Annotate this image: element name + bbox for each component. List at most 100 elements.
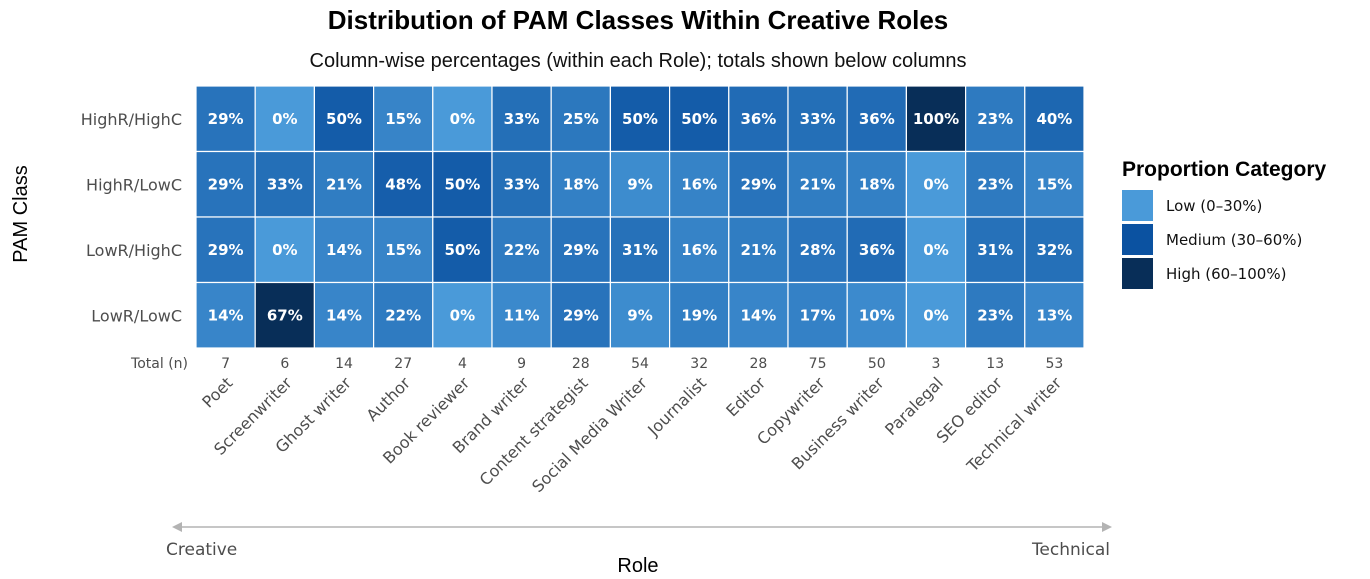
heatmap-cell bbox=[432, 150, 493, 218]
cell-value-label: 67% bbox=[267, 306, 303, 324]
heatmap-cell bbox=[728, 281, 789, 349]
cell-value-label: 50% bbox=[444, 175, 480, 193]
cell-value-label: 31% bbox=[622, 241, 658, 259]
cell-value-label: 9% bbox=[627, 306, 652, 324]
heatmap-cell bbox=[1024, 150, 1085, 218]
cell-value-label: 15% bbox=[1036, 175, 1072, 193]
total-count: 54 bbox=[631, 356, 649, 372]
cell-value-label: 23% bbox=[977, 306, 1013, 324]
cell-value-label: 25% bbox=[563, 110, 599, 128]
heatmap-cell bbox=[195, 85, 256, 153]
cell-value-label: 50% bbox=[681, 110, 717, 128]
heatmap-cell bbox=[846, 150, 908, 218]
heatmap-cell bbox=[905, 150, 967, 218]
heatmap-cell bbox=[846, 85, 908, 153]
cell-value-label: 11% bbox=[504, 306, 540, 324]
total-count: 9 bbox=[517, 356, 526, 372]
cell-value-label: 29% bbox=[208, 241, 244, 259]
cell-value-label: 14% bbox=[326, 241, 362, 259]
heatmap-cell bbox=[313, 150, 375, 218]
heatmap-cell bbox=[195, 281, 256, 349]
cell-value-label: 15% bbox=[385, 110, 421, 128]
heatmap-cell bbox=[491, 281, 552, 349]
legend-swatch bbox=[1122, 224, 1153, 255]
cell-value-label: 0% bbox=[450, 110, 475, 128]
cell-value-label: 18% bbox=[859, 175, 895, 193]
heatmap-cell bbox=[550, 150, 612, 218]
heatmap-cell bbox=[491, 216, 552, 284]
y-tick-label: LowR/LowC bbox=[91, 306, 182, 325]
cell-value-label: 17% bbox=[800, 306, 836, 324]
cell-value-label: 48% bbox=[385, 175, 421, 193]
x-tick-label: Poet bbox=[198, 373, 236, 411]
y-tick-label: HighR/HighC bbox=[81, 110, 182, 129]
x-axis-title: Role bbox=[617, 555, 658, 577]
heatmap-cell bbox=[609, 150, 671, 218]
cell-value-label: 32% bbox=[1036, 241, 1072, 259]
legend-swatch bbox=[1122, 258, 1153, 289]
total-count: 32 bbox=[690, 356, 708, 372]
cell-value-label: 0% bbox=[923, 306, 948, 324]
cell-value-label: 14% bbox=[208, 306, 244, 324]
cell-value-label: 100% bbox=[913, 110, 959, 128]
cell-value-label: 29% bbox=[740, 175, 776, 193]
heatmap-cell bbox=[254, 281, 315, 349]
heatmap-cell bbox=[373, 281, 434, 349]
legend-title: Proportion Category bbox=[1122, 158, 1326, 181]
y-tick-label: HighR/LowC bbox=[86, 175, 182, 194]
cell-value-label: 16% bbox=[681, 241, 717, 259]
heatmap-cell bbox=[846, 216, 908, 284]
creative-technical-arrow bbox=[172, 522, 1112, 532]
cell-value-label: 29% bbox=[563, 306, 599, 324]
cell-value-label: 36% bbox=[859, 241, 895, 259]
heatmap-cell bbox=[491, 150, 552, 218]
cell-value-label: 36% bbox=[859, 110, 895, 128]
heatmap-cell bbox=[846, 281, 908, 349]
heatmap-cell bbox=[728, 85, 789, 153]
cell-value-label: 0% bbox=[923, 175, 948, 193]
cell-value-label: 19% bbox=[681, 306, 717, 324]
legend-swatch bbox=[1122, 190, 1153, 221]
cell-value-label: 21% bbox=[800, 175, 836, 193]
legend-entry-label: High (60–100%) bbox=[1166, 265, 1286, 283]
cell-value-label: 29% bbox=[208, 110, 244, 128]
total-count: 50 bbox=[868, 356, 886, 372]
heatmap-cell bbox=[728, 216, 789, 284]
total-count: 14 bbox=[335, 356, 353, 372]
cell-value-label: 22% bbox=[504, 241, 540, 259]
cell-value-label: 21% bbox=[326, 175, 362, 193]
total-count: 53 bbox=[1045, 356, 1063, 372]
arrow-head-right bbox=[1102, 522, 1112, 532]
cell-value-label: 33% bbox=[267, 175, 303, 193]
heatmap-cell bbox=[905, 216, 967, 284]
y-axis-title: PAM Class bbox=[10, 165, 32, 262]
axis-endpoint-technical: Technical bbox=[1031, 540, 1110, 560]
cell-value-label: 22% bbox=[385, 306, 421, 324]
cell-value-label: 23% bbox=[977, 110, 1013, 128]
cell-value-label: 50% bbox=[444, 241, 480, 259]
total-count: 13 bbox=[986, 356, 1004, 372]
cell-value-label: 29% bbox=[563, 241, 599, 259]
heatmap-cell bbox=[1024, 216, 1085, 284]
heatmap-cell bbox=[1024, 281, 1085, 349]
cell-value-label: 31% bbox=[977, 241, 1013, 259]
cell-value-label: 18% bbox=[563, 175, 599, 193]
x-tick-label: Journalist bbox=[643, 373, 710, 440]
chart-title: Distribution of PAM Classes Within Creat… bbox=[328, 5, 949, 35]
x-tick-label: Content strategist bbox=[476, 373, 592, 489]
heatmap-cell bbox=[609, 85, 671, 153]
heatmap-cells: 29% 0% 50% 15% 0% 33% 25% 50% 50% 36% 33% 36% 100% 23… bbox=[195, 85, 1085, 349]
heatmap-cell bbox=[195, 150, 256, 218]
totals-label: Total (n) bbox=[130, 356, 188, 372]
cell-value-label: 28% bbox=[800, 241, 836, 259]
cell-value-label: 13% bbox=[1036, 306, 1072, 324]
legend-entry-label: Medium (30–60%) bbox=[1166, 231, 1302, 249]
heatmap-cell bbox=[668, 281, 730, 349]
heatmap-cell bbox=[964, 85, 1026, 153]
x-tick-label: Author bbox=[362, 373, 414, 425]
heatmap-cell bbox=[254, 85, 315, 153]
cell-value-label: 0% bbox=[272, 241, 297, 259]
cell-value-label: 15% bbox=[385, 241, 421, 259]
heatmap-cell bbox=[787, 281, 848, 349]
